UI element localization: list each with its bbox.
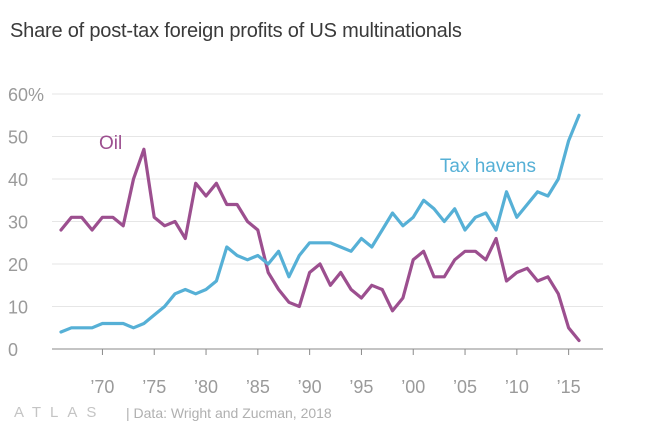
x-tick-label: ’10 xyxy=(505,377,529,397)
y-tick-label: 20 xyxy=(8,255,28,275)
series-line-oil xyxy=(59,147,581,343)
x-tick-label: ’85 xyxy=(246,377,270,397)
x-tick-label: ’90 xyxy=(298,377,322,397)
y-tick-label: 30 xyxy=(8,213,28,233)
grid-lines xyxy=(52,93,603,350)
y-tick-label: 10 xyxy=(8,298,28,318)
x-tick-label: ’15 xyxy=(557,377,581,397)
chart-title: Share of post-tax foreign profits of US … xyxy=(10,20,462,42)
y-tick-label: 50 xyxy=(8,128,28,148)
series-line-tax-havens xyxy=(59,113,581,334)
y-axis-tick-labels: 0 10 20 30 40 50 60% xyxy=(8,85,44,360)
x-tick-label: ’80 xyxy=(194,377,218,397)
source-note: | Data: Wright and Zucman, 2018 xyxy=(126,405,332,421)
x-tick-label: ’95 xyxy=(349,377,373,397)
series-lines xyxy=(59,113,581,343)
x-axis-tick-labels: ’70 ’75 ’80 ’85 ’90 ’95 ’00 ’05 ’10 ’15 xyxy=(90,349,581,397)
y-tick-label: 0 xyxy=(8,340,18,360)
x-tick-label: ’70 xyxy=(90,377,114,397)
x-tick-label: ’75 xyxy=(142,377,166,397)
y-tick-label: 40 xyxy=(8,170,28,190)
series-labels: Oil Tax havens xyxy=(99,133,536,177)
y-tick-label: 60% xyxy=(8,85,44,105)
x-tick-label: ’05 xyxy=(453,377,477,397)
series-label-oil: Oil xyxy=(99,133,122,154)
x-tick-label: ’00 xyxy=(401,377,425,397)
atlas-logo: ATLAS xyxy=(14,404,106,421)
series-label-tax-havens: Tax havens xyxy=(440,156,536,177)
